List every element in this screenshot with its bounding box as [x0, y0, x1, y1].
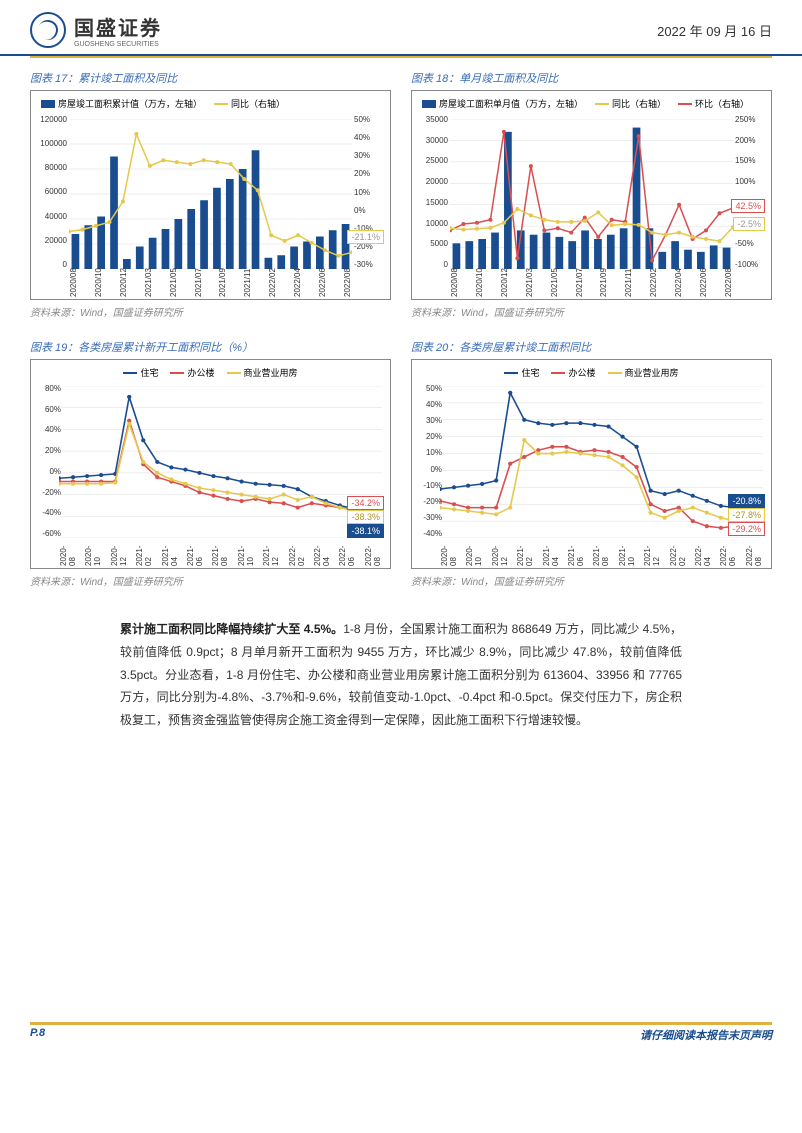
y-axis-left: 120000100000800006000040000200000 [33, 115, 67, 269]
chart-title: 图表 17：累计竣工面积及同比 [30, 70, 391, 86]
x-axis: 2020/082020/102020/122021/032021/052021/… [69, 273, 352, 297]
y-axis-left: 50%40%30%20%10%0%-10%-20%-30%-40% [414, 384, 442, 538]
divider [30, 56, 772, 58]
chart-title: 图表 18：单月竣工面积及同比 [411, 70, 772, 86]
legend: 住宅 办公楼 商业营业用房 [416, 364, 767, 381]
page-number: P.8 [30, 1027, 45, 1043]
end-label-office: -29.2% [728, 522, 765, 536]
end-label: -21.1% [347, 230, 384, 244]
x-axis: 2020-082020-102020-122021-022021-042021-… [59, 542, 382, 566]
chart-title: 图表 20：各类房屋累计竣工面积同比 [411, 339, 772, 355]
end-label-commercial: -38.3% [347, 510, 384, 524]
end-label-residential: -20.8% [728, 494, 765, 508]
chart-box: 住宅 办公楼 商业营业用房 80%60%40%20%0%-20%-40%-60%… [30, 359, 391, 569]
disclaimer: 请仔细阅读本报告末页声明 [640, 1027, 772, 1043]
legend: 房屋竣工面积单月值（万方，左轴） 同比（右轴） 环比（右轴） [416, 95, 767, 112]
end-label-yoy: -2.5% [733, 217, 765, 231]
end-label-office: -34.2% [347, 496, 384, 510]
chart-20: 图表 20：各类房屋累计竣工面积同比 住宅 办公楼 商业营业用房 50%40%3… [411, 339, 772, 588]
chart-box: 房屋竣工面积累计值（万方，左轴） 同比（右轴） 1200001000008000… [30, 90, 391, 300]
x-axis: 2020/082020/102020/122021/032021/052021/… [450, 273, 733, 297]
plot-area [450, 119, 733, 269]
plot-area [69, 119, 352, 269]
page: 国盛证券 GUOSHENG SECURITIES 2022 年 09 月 16 … [0, 0, 802, 1059]
lead-sentence: 累计施工面积同比降幅持续扩大至 4.5%。 [120, 622, 343, 636]
y-axis-left: 35000300002500020000150001000050000 [414, 115, 448, 269]
plot-area [440, 386, 763, 538]
chart-row-1: 图表 17：累计竣工面积及同比 房屋竣工面积累计值（万方，左轴） 同比（右轴） … [30, 70, 772, 319]
footer-divider [30, 1022, 772, 1025]
y-axis-right: 250%200%150%100%50%0%-50%-100% [735, 115, 769, 269]
chart-17: 图表 17：累计竣工面积及同比 房屋竣工面积累计值（万方，左轴） 同比（右轴） … [30, 70, 391, 319]
y-axis-right: 50%40%30%20%10%0%-10%-20%-30% [354, 115, 388, 269]
legend: 住宅 办公楼 商业营业用房 [35, 364, 386, 381]
legend: 房屋竣工面积累计值（万方，左轴） 同比（右轴） [35, 95, 386, 112]
header: 国盛证券 GUOSHENG SECURITIES 2022 年 09 月 16 … [0, 0, 802, 56]
x-axis: 2020-082020-102020-122021-022021-042021-… [440, 542, 763, 566]
content: 图表 17：累计竣工面积及同比 房屋竣工面积累计值（万方，左轴） 同比（右轴） … [0, 60, 802, 742]
company-name-en: GUOSHENG SECURITIES [74, 41, 162, 48]
source: 资料来源：Wind，国盛证券研究所 [411, 573, 772, 588]
chart-box: 房屋竣工面积单月值（万方，左轴） 同比（右轴） 环比（右轴） 350003000… [411, 90, 772, 300]
chart-19: 图表 19：各类房屋累计新开工面积同比（%） 住宅 办公楼 商业营业用房 80%… [30, 339, 391, 588]
y-axis-left: 80%60%40%20%0%-20%-40%-60% [33, 384, 61, 538]
end-label-commercial: -27.8% [728, 508, 765, 522]
end-label-mom: 42.5% [731, 199, 765, 213]
plot-area [59, 386, 382, 538]
company-name-cn: 国盛证券 [74, 12, 162, 41]
chart-title: 图表 19：各类房屋累计新开工面积同比（%） [30, 339, 391, 355]
chart-row-2: 图表 19：各类房屋累计新开工面积同比（%） 住宅 办公楼 商业营业用房 80%… [30, 339, 772, 588]
body-paragraph: 累计施工面积同比降幅持续扩大至 4.5%。1-8 月份，全国累计施工面积为 86… [120, 618, 682, 732]
chart-18: 图表 18：单月竣工面积及同比 房屋竣工面积单月值（万方，左轴） 同比（右轴） … [411, 70, 772, 319]
report-date: 2022 年 09 月 16 日 [657, 21, 772, 40]
logo-icon [30, 12, 66, 48]
source: 资料来源：Wind，国盛证券研究所 [30, 573, 391, 588]
source: 资料来源：Wind，国盛证券研究所 [30, 304, 391, 319]
footer: P.8 请仔细阅读本报告末页声明 [0, 1022, 802, 1059]
end-label-residential: -38.1% [347, 524, 384, 538]
logo: 国盛证券 GUOSHENG SECURITIES [30, 12, 162, 48]
body-text: 1-8 月份，全国累计施工面积为 868649 万方，同比减少 4.5%，较前值… [120, 622, 682, 727]
chart-box: 住宅 办公楼 商业营业用房 50%40%30%20%10%0%-10%-20%-… [411, 359, 772, 569]
source: 资料来源：Wind，国盛证券研究所 [411, 304, 772, 319]
